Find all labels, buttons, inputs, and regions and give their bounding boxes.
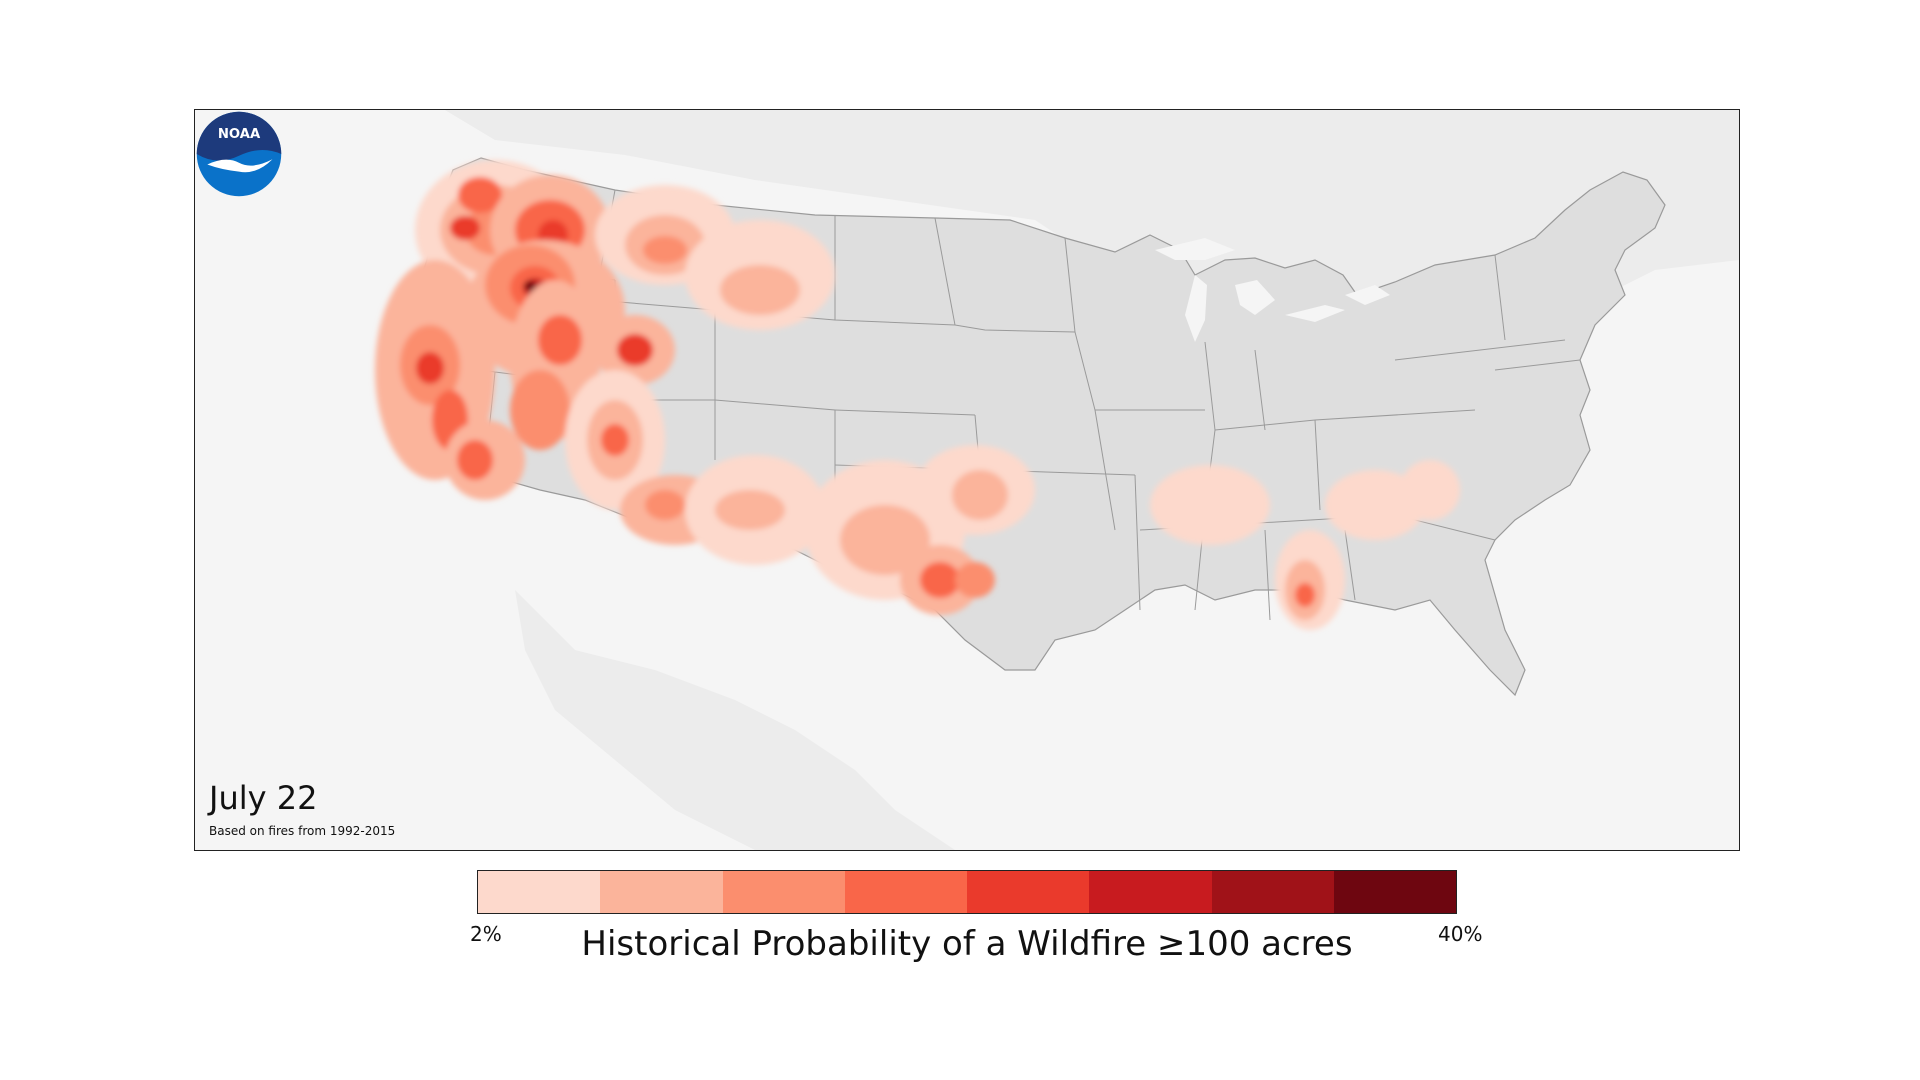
noaa-logo-icon: NOAA [196, 111, 282, 197]
legend-swatch-4 [844, 871, 967, 913]
state-border [1394, 339, 1566, 361]
state-border [1134, 474, 1141, 611]
mexico-land [515, 590, 955, 850]
fire-probability-region [457, 440, 493, 480]
fire-probability-region [1325, 470, 1425, 540]
fire-probability-region [1195, 485, 1255, 535]
state-border [954, 324, 1076, 333]
state-border [1264, 529, 1271, 621]
legend-title: Historical Probability of a Wildfire ≥10… [581, 924, 1353, 964]
state-border [1314, 409, 1476, 421]
legend-swatch-8 [1333, 871, 1456, 913]
fire-probability-region [617, 334, 653, 366]
us-map [195, 110, 1739, 850]
fire-probability-region [715, 490, 785, 530]
fire-probability-region [601, 424, 629, 456]
fire-probability-layer [375, 160, 1460, 630]
data-basis-note: Based on fires from 1992-2015 [209, 824, 396, 838]
state-border [1064, 237, 1076, 333]
legend-min-label: 2% [470, 922, 502, 946]
fire-probability-region [920, 562, 960, 598]
state-border [834, 409, 976, 416]
state-border [1344, 529, 1356, 601]
fire-probability-region [955, 562, 995, 598]
state-border [1214, 419, 1316, 431]
legend-swatch-2 [600, 871, 723, 913]
fire-probability-region [645, 490, 685, 520]
great-lakes [1155, 238, 1390, 342]
legend-swatch-7 [1211, 871, 1334, 913]
legend-swatch-3 [722, 871, 845, 913]
fire-probability-region [524, 281, 536, 291]
date-label: July 22 [209, 779, 318, 817]
state-border [1254, 349, 1266, 431]
fire-probability-region [840, 505, 930, 575]
fire-probability-region [720, 265, 800, 315]
state-border [1494, 359, 1581, 371]
legend-swatch-5 [967, 871, 1090, 913]
map-frame: July 22 Based on fires from 1992-2015 NO… [194, 109, 1740, 851]
noaa-logo-text: NOAA [218, 127, 261, 142]
fire-probability-region [510, 370, 570, 450]
state-border [1494, 254, 1506, 341]
fire-probability-region [1295, 583, 1315, 607]
fire-probability-region [458, 177, 502, 213]
legend-swatch-6 [1089, 871, 1212, 913]
fire-probability-region [416, 352, 444, 384]
fire-probability-region [450, 216, 480, 240]
fire-probability-region [643, 236, 687, 264]
legend-color-bar [477, 870, 1457, 914]
legend-max-label: 40% [1438, 922, 1483, 946]
state-border [1314, 419, 1321, 511]
legend-swatch-1 [478, 871, 601, 913]
state-border [934, 217, 956, 326]
fire-probability-region [952, 470, 1008, 520]
fire-probability-region [538, 315, 582, 365]
fire-probability-region [1400, 460, 1460, 520]
